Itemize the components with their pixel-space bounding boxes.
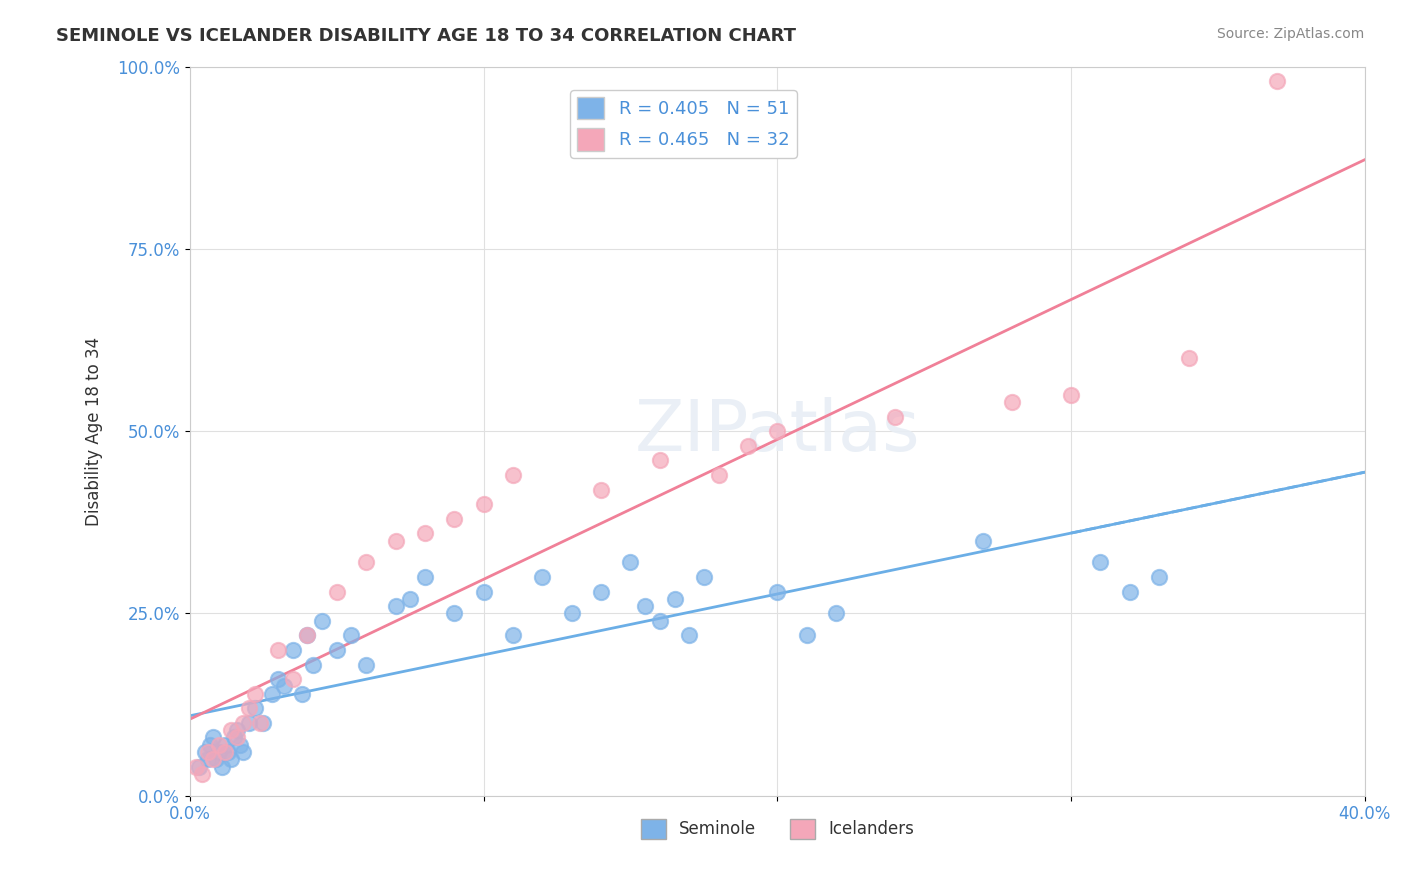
Legend: R = 0.405   N = 51, R = 0.465   N = 32: R = 0.405 N = 51, R = 0.465 N = 32 <box>569 90 797 158</box>
Point <box>413 526 436 541</box>
Point <box>443 511 465 525</box>
Point <box>883 409 905 424</box>
Point <box>1147 570 1170 584</box>
Point <box>214 745 236 759</box>
Point <box>648 453 671 467</box>
Point <box>229 738 252 752</box>
Point <box>591 584 613 599</box>
Point <box>297 628 319 642</box>
Point <box>290 687 312 701</box>
Point <box>219 723 242 738</box>
Point <box>205 752 228 766</box>
Point <box>443 607 465 621</box>
Point <box>1001 395 1024 409</box>
Point <box>354 556 377 570</box>
Point <box>472 497 495 511</box>
Point <box>413 570 436 584</box>
Point <box>252 715 274 730</box>
Point <box>619 556 641 570</box>
Text: Source: ZipAtlas.com: Source: ZipAtlas.com <box>1216 27 1364 41</box>
Point <box>796 628 818 642</box>
Point <box>267 643 290 657</box>
Point <box>737 439 759 453</box>
Point <box>1090 556 1112 570</box>
Point <box>232 745 254 759</box>
Point <box>502 467 524 482</box>
Point <box>281 672 304 686</box>
Point <box>219 752 242 766</box>
Point <box>222 731 245 745</box>
Point <box>678 628 700 642</box>
Point <box>238 701 260 715</box>
Point <box>187 759 209 773</box>
Point <box>326 643 349 657</box>
Point <box>249 715 271 730</box>
Point <box>1060 388 1083 402</box>
Point <box>531 570 554 584</box>
Point <box>194 745 217 759</box>
Point <box>591 483 613 497</box>
Point <box>634 599 657 614</box>
Point <box>267 672 290 686</box>
Point <box>202 731 225 745</box>
Point <box>214 738 236 752</box>
Point <box>664 591 686 606</box>
Point <box>297 628 319 642</box>
Point <box>766 424 789 438</box>
Point <box>232 715 254 730</box>
Point <box>311 614 333 628</box>
Point <box>197 745 219 759</box>
Point <box>225 731 247 745</box>
Point <box>472 584 495 599</box>
Point <box>202 752 225 766</box>
Point <box>281 643 304 657</box>
Point <box>972 533 994 548</box>
Point <box>326 584 349 599</box>
Point <box>243 687 266 701</box>
Point <box>399 591 422 606</box>
Point <box>825 607 848 621</box>
Point <box>211 759 233 773</box>
Y-axis label: Disability Age 18 to 34: Disability Age 18 to 34 <box>86 336 103 525</box>
Point <box>384 533 406 548</box>
Point <box>190 767 212 781</box>
Point <box>766 584 789 599</box>
Point <box>648 614 671 628</box>
Point <box>561 607 583 621</box>
Point <box>208 745 231 759</box>
Point <box>384 599 406 614</box>
Point <box>217 745 239 759</box>
Point <box>197 752 219 766</box>
Point <box>354 657 377 672</box>
Point <box>502 628 524 642</box>
Point <box>208 738 231 752</box>
Point <box>184 759 207 773</box>
Point <box>1177 351 1199 366</box>
Point <box>340 628 363 642</box>
Point <box>200 738 222 752</box>
Point <box>1119 584 1142 599</box>
Point <box>225 723 247 738</box>
Point <box>243 701 266 715</box>
Text: SEMINOLE VS ICELANDER DISABILITY AGE 18 TO 34 CORRELATION CHART: SEMINOLE VS ICELANDER DISABILITY AGE 18 … <box>56 27 796 45</box>
Point <box>262 687 284 701</box>
Point <box>1265 74 1288 88</box>
Point <box>693 570 716 584</box>
Text: ZIPatlas: ZIPatlas <box>634 397 920 466</box>
Point <box>238 715 260 730</box>
Point <box>302 657 325 672</box>
Point <box>707 467 730 482</box>
Point <box>273 679 295 693</box>
